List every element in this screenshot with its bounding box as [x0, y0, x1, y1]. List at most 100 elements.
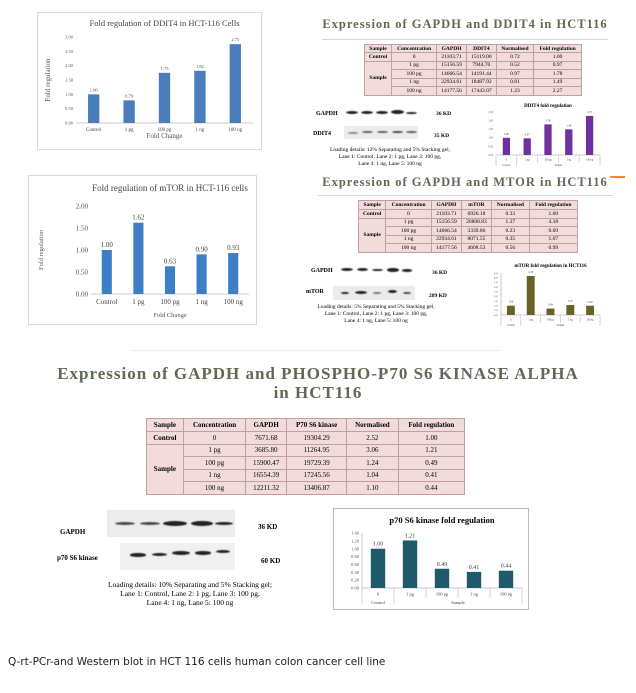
data-label: 2.27 [587, 111, 592, 114]
group-label: Control [502, 164, 510, 167]
table-cell: 1 pg [385, 217, 432, 227]
row-group-label: Sample [357, 217, 387, 253]
table-cell: 0 [182, 431, 247, 445]
data-label: 0.63 [164, 257, 177, 265]
x-tick-label: 100 ng [228, 128, 242, 133]
table-cell: 100 ng [390, 86, 438, 96]
bar [546, 308, 555, 315]
bar [506, 305, 515, 315]
data-label: 1.00 [373, 542, 384, 548]
row-group-label: Control [364, 52, 392, 62]
bar [523, 138, 531, 155]
mtor-blot [333, 286, 415, 300]
x-tick-label: 100 ng [224, 298, 244, 306]
table-cell: 20808.83 [460, 217, 492, 227]
bar [229, 44, 241, 123]
table-cell: 0.99 [528, 243, 579, 253]
table-cell: 13406.87 [285, 481, 348, 495]
data-label: 0.49 [437, 562, 448, 568]
ddit4-blot [344, 126, 418, 139]
bar [502, 137, 511, 155]
y-tick-label: 1.40 [351, 531, 360, 536]
data-label: 0.97 [525, 133, 530, 136]
x-tick-label: 1 pg [125, 128, 134, 133]
table-row: Control 0 21103.71 15119.00 0.72 1.00 [364, 52, 582, 62]
table-row: 100 ng 14177.56 4608.53 0.56 0.99 [359, 243, 579, 253]
y-tick-label: 0.20 [351, 578, 360, 583]
bar [466, 571, 482, 588]
loading-line: Loading details: 12% Separating and 5% S… [329, 147, 451, 153]
y-tick-label: 4.00 [494, 277, 499, 280]
table-cell: 4.18 [528, 217, 579, 227]
table-cell: 22934.61 [430, 234, 462, 244]
y-tick-label: 1.50 [76, 224, 89, 232]
table-cell: 3339.86 [460, 226, 492, 236]
data-label: 1.62 [132, 214, 145, 222]
bar [164, 266, 176, 294]
table-cell: 0 [390, 52, 438, 62]
table-row: Control 0 7671.68 19304.29 2.52 1.00 [146, 431, 466, 445]
y-tick-label: 0.50 [488, 145, 493, 148]
bar [194, 70, 206, 123]
x-tick-label: 0 [510, 319, 512, 322]
title-line: in HCT116 [273, 383, 363, 402]
data-label: 1.49 [566, 124, 571, 127]
loading-line: Lane 4: 1 ng, Lane 5: 100 ng [358, 160, 422, 167]
data-label: 1.75 [161, 66, 170, 71]
y-tick-label: 1.00 [76, 246, 89, 254]
kd-label: 289 KD [429, 293, 447, 299]
table-cell: 100 ng [385, 243, 432, 253]
x-tick-label: 1 pg [406, 592, 415, 597]
y-tick-label: 2.50 [65, 49, 74, 54]
table-cell: 17443.07 [465, 86, 497, 96]
loading-line: Lane 1: Control, Lane 2: 1 pg, Lane 3: 1… [120, 589, 260, 598]
table-cell: 1 ng [182, 468, 247, 482]
blot-label-gapdh: GAPDH [60, 528, 86, 536]
y-tick-label: 3.00 [65, 35, 74, 40]
table-cell: 21103.71 [430, 209, 462, 219]
bar [196, 254, 207, 294]
table-cell: 0.97 [495, 69, 535, 79]
table-row: 100 pg 14666.54 3339.86 0.23 0.69 [359, 226, 579, 236]
column-header: mTOR [460, 200, 492, 210]
bar [498, 570, 514, 588]
title-line: Expression of GAPDH and PHOSPHO-P70 S6 K… [57, 364, 579, 383]
group-label: Control [371, 600, 386, 605]
table-cell: 0.72 [495, 52, 535, 62]
bar [158, 72, 171, 123]
column-header: GAPDH [245, 418, 287, 432]
p70-chart-box: p70 S6 kinase fold regulation 0.00 0.20 0.4… [333, 508, 529, 610]
table-cell: 8071.55 [460, 234, 492, 244]
table-cell: 1.00 [397, 431, 466, 445]
table-cell: 14191.44 [465, 69, 497, 79]
column-header: Normalised [495, 44, 535, 53]
table-cell: 0.41 [397, 468, 466, 482]
table-cell: 3685.80 [245, 443, 287, 457]
table-cell: 7944.70 [465, 60, 497, 70]
table-cell: 7671.68 [245, 431, 287, 445]
blot-label-mtor: mTOR [306, 289, 324, 295]
mtor-small-chart: mTOR fold regulation in HCT1160.000.501.… [494, 264, 601, 327]
group-label: Sample [555, 164, 564, 167]
table-cell: 21103.71 [436, 52, 467, 62]
table-cell: 0.81 [495, 77, 535, 87]
table-row: Sample 1 pg 15156.59 20808.83 1.37 4.18 [357, 217, 579, 253]
bar [585, 115, 594, 155]
table-cell: 1.10 [346, 481, 399, 495]
table-cell: 0 [385, 209, 432, 219]
ddit4-small-chart: DDIT4 fold regulation 0.00 0.50 1.00 1.50 2.0… [488, 104, 601, 167]
x-tick-label: 100 pg [158, 128, 172, 133]
bar [123, 100, 135, 123]
mtor-gapdh-blot [336, 264, 414, 276]
x-tick-label: 1 ng [195, 298, 208, 306]
chart-title: Fold regulation of DDIT4 in HCT-116 Cell… [90, 18, 240, 28]
row-group-label: Control [357, 209, 387, 219]
table-cell: 1 pg [390, 60, 438, 70]
data-label: 0.99 [588, 301, 593, 304]
y-axis-label: Fold regulation [44, 58, 52, 101]
table-cell: 14177.56 [430, 243, 462, 253]
y-tick-label: 0.50 [494, 309, 499, 312]
y-tick-label: 2.00 [494, 295, 499, 298]
table-cell: 1.49 [533, 77, 582, 87]
y-tick-label: 0.00 [65, 121, 74, 126]
